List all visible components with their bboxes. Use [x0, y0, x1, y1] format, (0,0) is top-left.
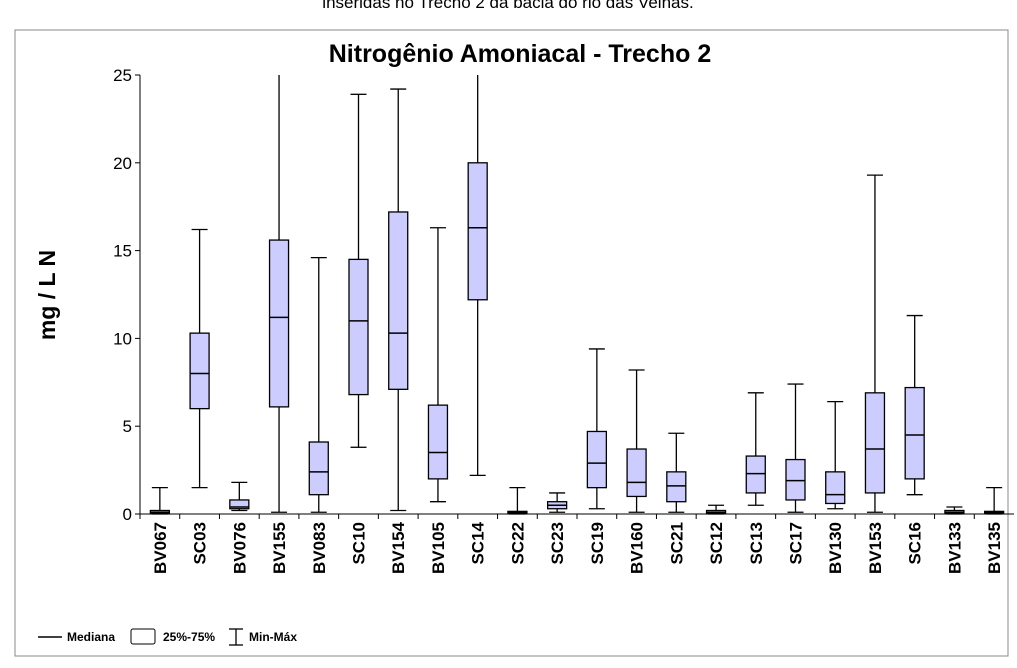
box [745, 455, 766, 494]
x-tick-label: SC13 [747, 522, 766, 565]
x-tick-label: BV130 [826, 522, 845, 574]
y-tick-label: 15 [113, 242, 132, 261]
x-tick-label: SC03 [191, 522, 210, 565]
legend-label: Mediana [67, 630, 115, 644]
box [467, 162, 488, 301]
y-tick-label: 0 [123, 505, 132, 524]
legend-label: Min-Máx [249, 630, 297, 644]
box [308, 441, 329, 496]
y-tick-label: 5 [123, 417, 132, 436]
x-tick-label: BV076 [230, 522, 249, 574]
x-tick-label: SC19 [588, 522, 607, 565]
y-tick-label: 20 [113, 154, 132, 173]
legend-label: 25%-75% [163, 630, 215, 644]
box [785, 458, 806, 501]
x-tick-label: BV133 [945, 522, 964, 574]
x-tick-label: SC12 [707, 522, 726, 565]
box [388, 211, 409, 390]
box [626, 448, 647, 498]
x-tick-label: BV135 [985, 522, 1004, 574]
x-tick-label: BV153 [866, 522, 885, 574]
box [586, 430, 608, 489]
box [904, 386, 925, 480]
x-tick-label: BV067 [151, 522, 170, 574]
x-tick-label: SC16 [906, 522, 925, 565]
box [229, 499, 250, 510]
box [666, 471, 687, 503]
x-tick-label: BV154 [389, 521, 408, 574]
box [189, 332, 210, 410]
x-tick-label: BV155 [270, 522, 289, 574]
y-tick-label: 10 [113, 329, 132, 348]
x-tick-label: SC22 [508, 522, 527, 565]
box [427, 404, 449, 480]
x-tick-label: BV083 [310, 522, 329, 574]
box [268, 239, 290, 408]
box [864, 392, 886, 494]
caption: inseridas no Trecho 2 da bacia do rio da… [322, 0, 693, 12]
x-tick-label: BV105 [429, 522, 448, 574]
x-tick-label: SC10 [350, 522, 369, 565]
plot-area [149, 75, 1005, 515]
y-tick-label: 25 [113, 66, 132, 85]
legend-box-symbol [130, 628, 156, 645]
x-tick-label: SC14 [469, 521, 488, 564]
x-tick-label: BV160 [628, 522, 647, 574]
x-tick-label: SC23 [548, 522, 567, 565]
box [825, 471, 846, 505]
x-tick-label: SC17 [787, 522, 806, 565]
chart-title: Nitrogênio Amoniacal - Trecho 2 [329, 40, 711, 68]
x-tick-label: SC21 [667, 522, 686, 565]
box [348, 258, 369, 396]
y-axis-label: mg / L N [34, 250, 60, 340]
chart-frame [14, 29, 1009, 657]
